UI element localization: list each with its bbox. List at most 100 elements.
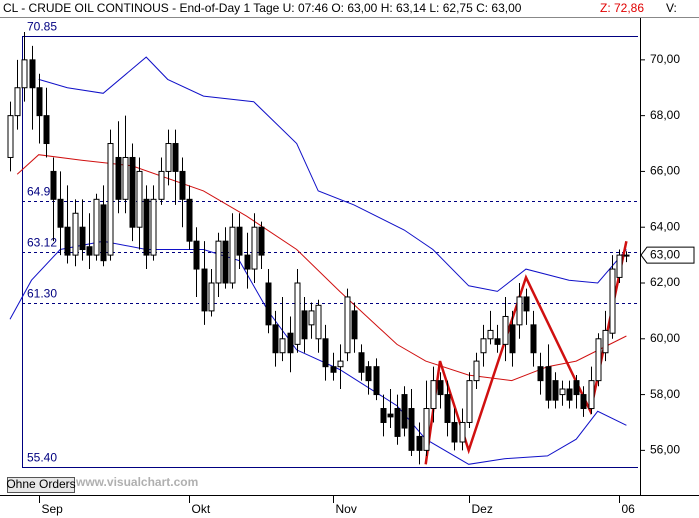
candle-body (186, 198, 193, 242)
candle-body (193, 240, 200, 270)
candle-body (265, 282, 272, 326)
candle-body (459, 421, 466, 443)
candle-body (222, 240, 229, 284)
x-tick-label: Dez (472, 502, 493, 516)
candle-body (315, 304, 322, 340)
candle-body (36, 87, 43, 117)
candle-body (408, 408, 415, 451)
candle-body (351, 310, 358, 340)
candle-body (616, 254, 623, 278)
candle-body (79, 226, 86, 251)
candle-body (588, 380, 595, 410)
candle-body (358, 352, 365, 373)
y-tick-label: 60,00 (650, 331, 680, 345)
y-tick-label: 64,00 (650, 219, 680, 233)
candle-body (29, 59, 36, 89)
y-tick-label: 58,00 (650, 387, 680, 401)
candle-body (57, 198, 64, 228)
candle-body (229, 226, 236, 284)
x-tick-label: Sep (42, 502, 64, 516)
candle-body (122, 156, 129, 200)
header-v: V: (666, 1, 677, 15)
candle-body (294, 282, 301, 345)
candle-body (523, 296, 530, 312)
candle-body (301, 310, 308, 340)
candle-body (623, 254, 630, 257)
candle-body (308, 310, 315, 326)
y-tick-label: 62,00 (650, 275, 680, 289)
header-z: Z: 72,86 (600, 1, 644, 15)
candle-body (50, 170, 57, 200)
y-tick-label: 70,00 (650, 52, 680, 66)
x-tick-label: 06 (622, 502, 636, 516)
last-price-box (640, 246, 695, 264)
candle-body (86, 246, 93, 256)
candle-body (100, 204, 107, 262)
candle-body (244, 254, 251, 270)
candle-body (580, 394, 587, 410)
candle-body (179, 170, 186, 200)
candle-body (287, 332, 294, 354)
candle-body (172, 143, 179, 172)
level-label: 55.40 (27, 451, 57, 465)
candle-body (129, 156, 136, 228)
candle-body (552, 380, 559, 401)
level-label: 61.30 (27, 287, 57, 301)
candle-body (566, 388, 573, 401)
candle-body (451, 421, 458, 443)
candle-body (430, 380, 437, 410)
watermark: www.visualchart.com (75, 475, 198, 489)
candle-body (258, 226, 265, 256)
candle-body (466, 380, 473, 423)
candle-body (487, 329, 494, 340)
candle-body (158, 170, 165, 200)
candle-body (416, 435, 423, 451)
candle-body (337, 360, 344, 368)
candle-body (444, 394, 451, 423)
candle-body (322, 338, 329, 368)
candle-body (537, 366, 544, 382)
candle-body (559, 388, 566, 396)
candle-body (473, 360, 480, 382)
candle-body (380, 408, 387, 423)
candle-body (373, 366, 380, 396)
candle-body (7, 115, 14, 158)
candle-body (72, 212, 79, 256)
level-label: 64.95 (27, 185, 57, 199)
y-tick-label: 66,00 (650, 164, 680, 178)
candle-body (365, 366, 372, 382)
candle-body (494, 338, 501, 345)
candle-body (344, 296, 351, 354)
candle-body (609, 268, 616, 334)
candle-body (530, 324, 537, 354)
candle-body (423, 408, 430, 451)
candle-body (516, 296, 523, 326)
candle-body (545, 366, 552, 401)
x-tick-label: Okt (192, 502, 211, 516)
candle-body (165, 143, 172, 172)
candle-body (602, 329, 609, 354)
candle-body (595, 338, 602, 382)
orders-button-label[interactable]: Ohne Orders (6, 477, 75, 491)
candle-body (251, 226, 258, 270)
level-label: 70.85 (27, 20, 57, 34)
candle-body (115, 156, 122, 200)
candle-body (480, 338, 487, 354)
header-bar (0, 0, 699, 17)
candle-body (437, 380, 444, 396)
candle-body (136, 170, 143, 228)
candle-body (215, 240, 222, 284)
candle-body (201, 268, 208, 312)
candle-body (573, 380, 580, 396)
candle-body (208, 282, 215, 312)
candle-body (150, 198, 157, 256)
candle-body (272, 324, 279, 354)
candle-body (509, 324, 516, 354)
candle-body (387, 413, 394, 418)
candle-body (401, 394, 408, 429)
candle-body (43, 115, 50, 145)
x-tick-label: Nov (336, 502, 357, 516)
orders-button[interactable] (7, 477, 75, 493)
overlay-line (424, 240, 628, 465)
